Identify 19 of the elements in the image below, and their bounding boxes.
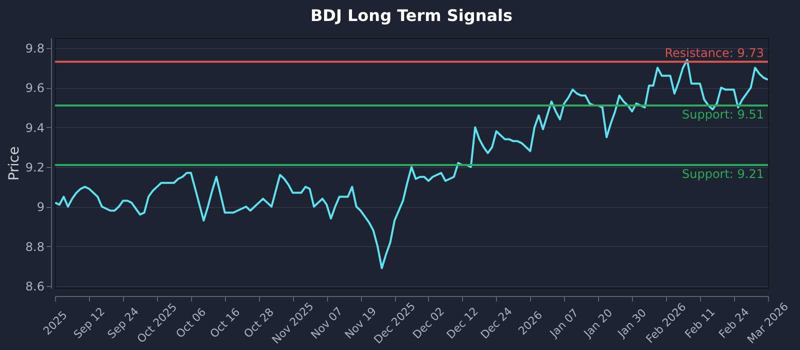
- ref-line-label: Support: 9.51: [682, 107, 764, 122]
- ref-line-label: Support: 9.21: [682, 166, 764, 181]
- y-tick-label: 9.2: [25, 160, 44, 174]
- x-tick-label: Dec 12: [444, 304, 481, 342]
- x-tick-label: Jan 07: [546, 306, 582, 341]
- y-tick-label: 9.8: [25, 41, 44, 56]
- x-tick-label: Oct 16: [208, 306, 243, 341]
- y-tick-label: 9.4: [25, 120, 44, 135]
- x-tick-label: Dec 24: [478, 304, 515, 342]
- y-tick-label: 8.6: [25, 280, 44, 294]
- y-tick-label: 9.6: [25, 81, 44, 96]
- chart-title: BDJ Long Term Signals: [310, 6, 513, 25]
- x-tick-label: Jan 20: [580, 306, 616, 341]
- y-axis-title: Price: [6, 146, 22, 181]
- y-tick-label: 9: [36, 200, 44, 214]
- x-tick-label: Sep 12: [71, 305, 108, 342]
- line-series: [55, 58, 768, 270]
- ref-line-label: Resistance: 9.73: [664, 46, 764, 60]
- y-tick-label: 8.8: [25, 240, 44, 254]
